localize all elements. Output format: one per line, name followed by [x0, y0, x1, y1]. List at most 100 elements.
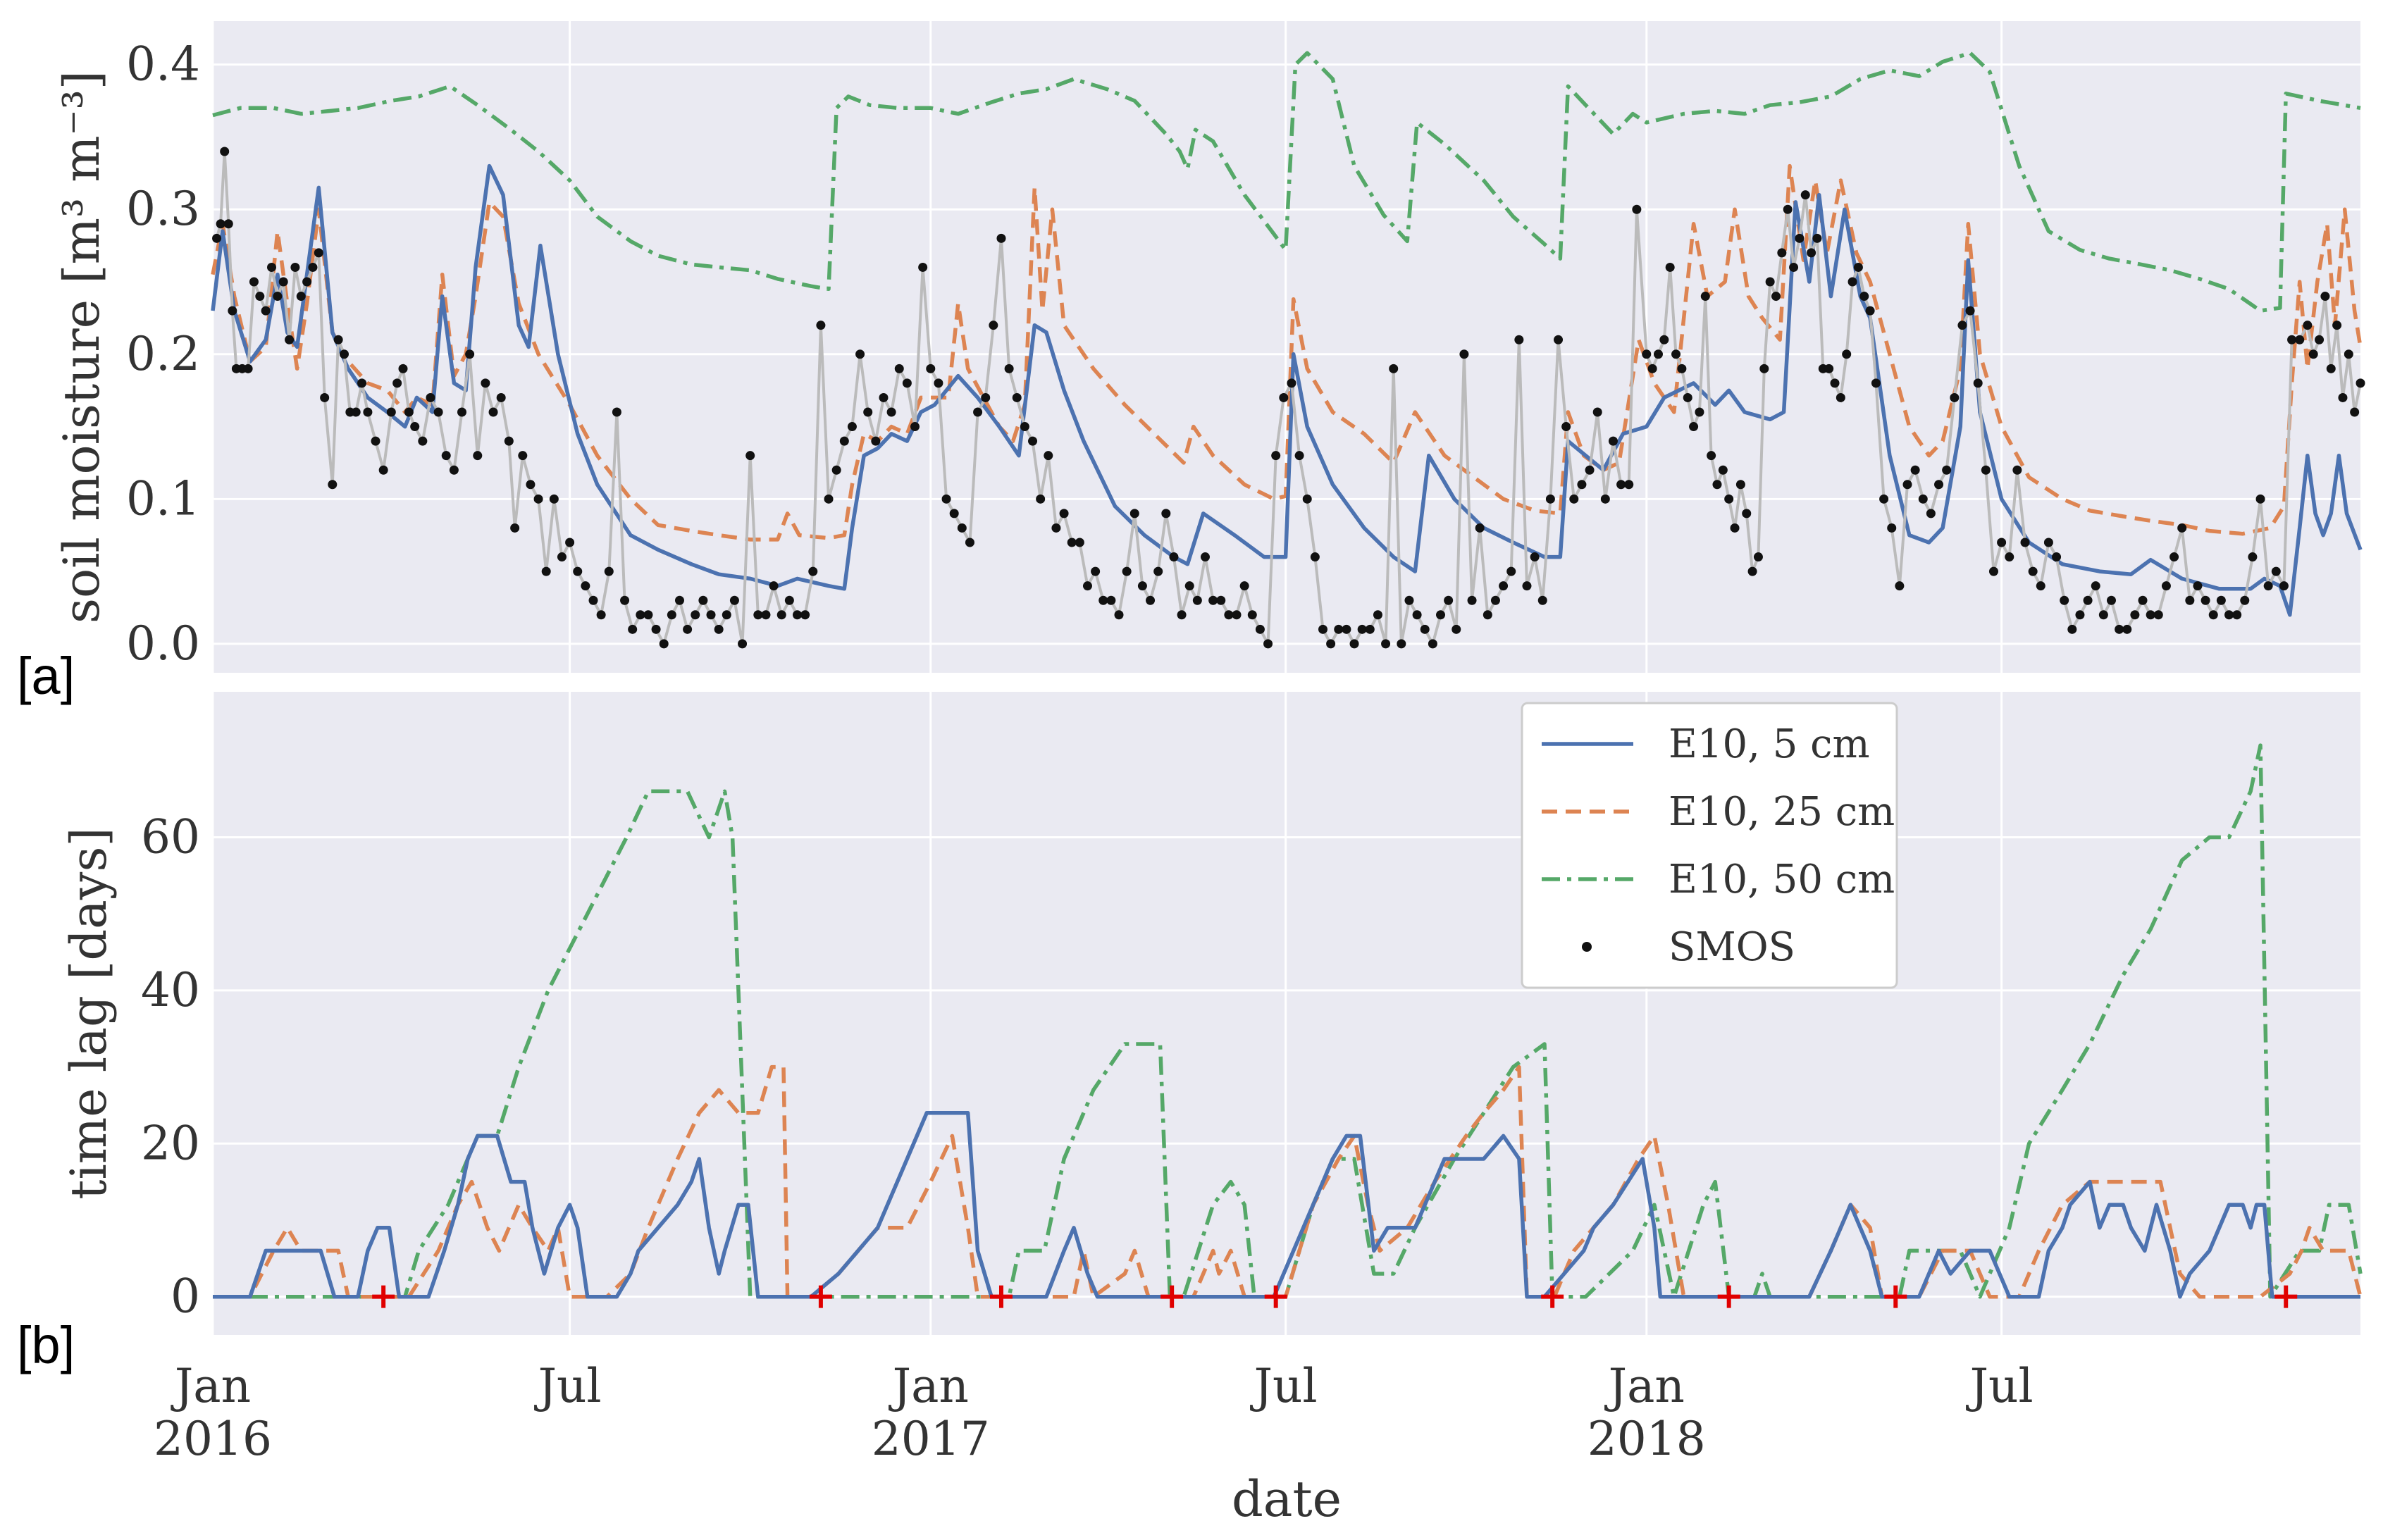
smos-point — [902, 378, 912, 388]
smos-point — [926, 364, 936, 373]
smos-point — [2052, 552, 2062, 562]
smos-point — [2067, 624, 2077, 634]
smos-point — [714, 624, 724, 634]
smos-point — [1988, 566, 1998, 576]
smos-point — [1114, 610, 1124, 620]
smos-point — [565, 538, 575, 547]
smos-point — [1957, 321, 1967, 330]
smos-point — [1514, 335, 1524, 344]
smos-point — [398, 364, 408, 373]
x-axis-label: date — [1232, 1470, 1342, 1528]
smos-point — [1208, 595, 1218, 605]
smos-point — [1554, 335, 1564, 344]
smos-point — [1153, 566, 1163, 576]
smos-point — [941, 494, 951, 504]
smos-point — [957, 523, 967, 533]
smos-point — [643, 610, 653, 620]
smos-point — [2240, 595, 2250, 605]
smos-point — [296, 292, 306, 302]
series-line-e10-5cm — [211, 163, 2363, 617]
smos-point — [1653, 349, 1663, 359]
panel-b-tag: [b] — [17, 1316, 75, 1374]
x-tick-label: Jan — [1604, 1359, 1685, 1413]
x-tick-label: Jul — [1966, 1359, 2034, 1413]
smos-point — [1200, 552, 1210, 562]
smos-point — [1137, 581, 1147, 591]
smos-point — [1671, 349, 1681, 359]
smos-point — [2356, 378, 2365, 388]
smos-point — [2106, 595, 2116, 605]
smos-point — [824, 494, 834, 504]
smos-point — [588, 595, 598, 605]
smos-point — [1490, 595, 1500, 605]
smos-point — [1981, 465, 1991, 475]
smos-point — [2255, 494, 2265, 504]
smos-point — [2326, 364, 2336, 373]
smos-point — [2060, 595, 2069, 605]
smos-point — [267, 262, 277, 272]
smos-point — [1082, 581, 1092, 591]
smos-point — [496, 392, 506, 402]
smos-point — [1365, 624, 1375, 634]
smos-point — [1950, 392, 1960, 402]
smos-point — [1129, 509, 1139, 518]
smos-point — [320, 392, 330, 402]
smos-point — [1902, 480, 1912, 490]
panel-a-series — [211, 51, 2365, 650]
smos-point — [831, 465, 841, 475]
smos-point — [620, 595, 630, 605]
smos-point — [2232, 610, 2242, 620]
smos-point — [1302, 494, 1312, 504]
smos-point — [2344, 349, 2353, 359]
smos-point — [1895, 581, 1905, 591]
smos-point — [894, 364, 904, 373]
smos-point — [1695, 407, 1704, 417]
smos-point — [1373, 610, 1382, 620]
smos-point — [1624, 480, 1634, 490]
smos-point — [1724, 494, 1734, 504]
smos-point — [1522, 581, 1532, 591]
smos-point — [1506, 566, 1516, 576]
legend-label-smos: SMOS — [1669, 924, 1795, 970]
smos-point — [1689, 422, 1699, 432]
smos-point — [2115, 624, 2124, 634]
smos-point — [1412, 610, 1422, 620]
smos-point — [1044, 451, 1053, 461]
smos-point — [683, 624, 693, 634]
panel-b-series — [213, 743, 2363, 1299]
smos-point — [2012, 465, 2022, 475]
smos-point — [793, 610, 803, 620]
smos-point — [1247, 610, 1257, 620]
smos-point — [1232, 610, 1242, 620]
smos-point — [871, 436, 881, 446]
smos-point — [879, 392, 889, 402]
smos-point — [1389, 364, 1399, 373]
smos-point — [691, 610, 700, 620]
smos-point — [1091, 566, 1101, 576]
smos-point — [1683, 392, 1692, 402]
smos-point — [1122, 566, 1132, 576]
y-tick-label: 0 — [171, 1269, 200, 1324]
smos-point — [981, 392, 991, 402]
smos-point — [1537, 595, 1547, 605]
smos-point — [1263, 639, 1273, 649]
smos-point — [404, 407, 414, 417]
smos-point — [510, 523, 520, 533]
smos-point — [2091, 581, 2100, 591]
smos-point — [1004, 364, 1014, 373]
panel-b-y-tick-labels: 0 20 40 60 — [141, 810, 200, 1324]
smos-point — [1812, 233, 1822, 243]
smos-point — [1853, 262, 1863, 272]
x-tick-label: Jan — [889, 1359, 969, 1413]
smos-point — [965, 538, 974, 547]
smos-point — [1436, 610, 1446, 620]
panel-b-y-axis-label: time lag [days] — [60, 827, 118, 1199]
smos-point — [1342, 624, 1351, 634]
smos-point — [1585, 465, 1595, 475]
smos-point — [1036, 494, 1046, 504]
smos-point — [1600, 494, 1610, 504]
smos-point — [273, 292, 283, 302]
y-tick-label: 0.4 — [126, 37, 200, 92]
smos-point — [1444, 595, 1454, 605]
smos-point — [2279, 581, 2289, 591]
